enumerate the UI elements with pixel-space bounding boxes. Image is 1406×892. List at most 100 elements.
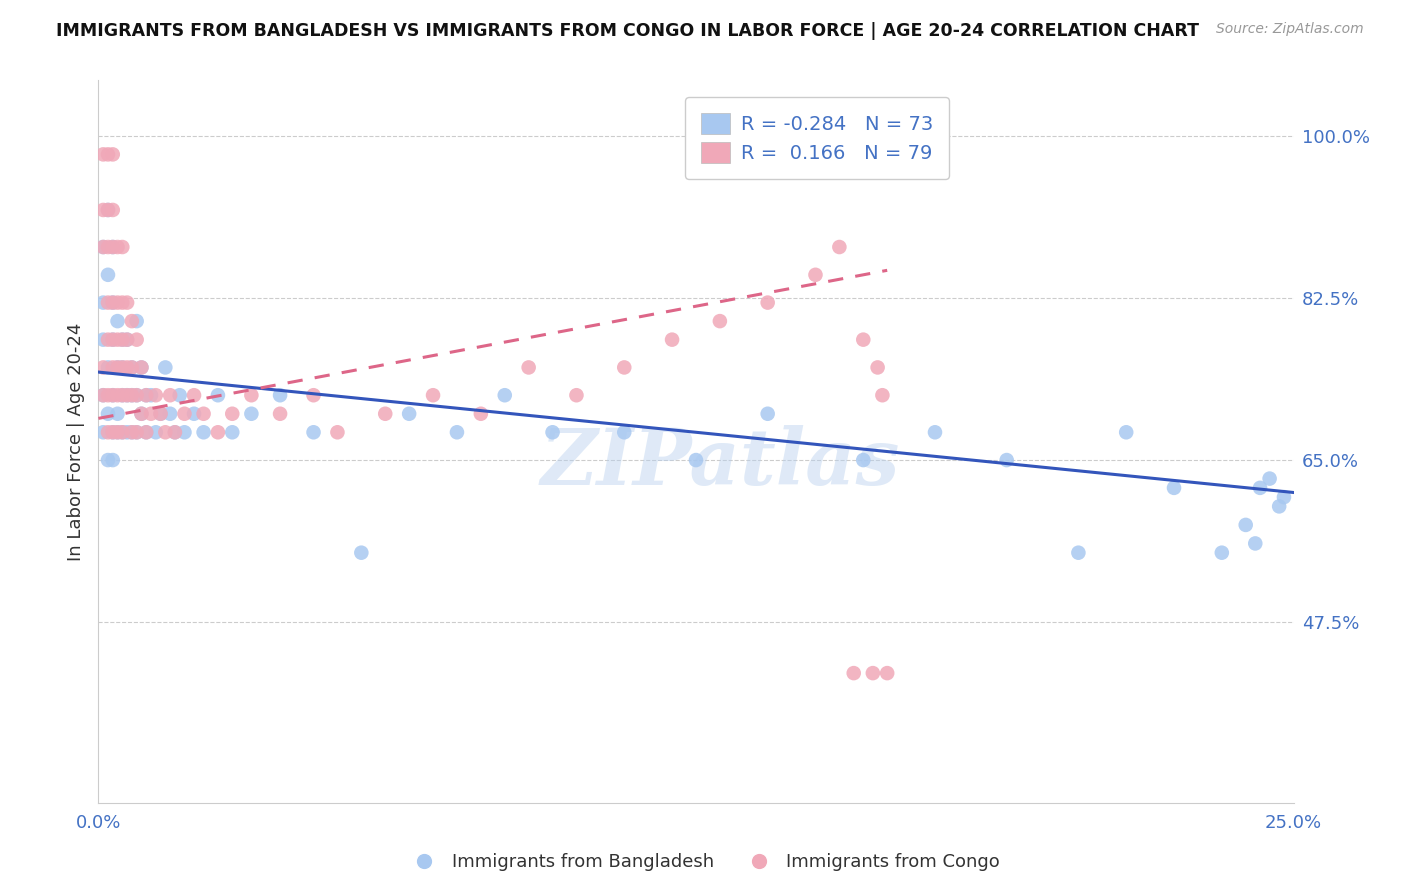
- Y-axis label: In Labor Force | Age 20-24: In Labor Force | Age 20-24: [66, 322, 84, 561]
- Point: [115, 333, 138, 347]
- Point: [828, 240, 851, 254]
- Point: [111, 425, 134, 440]
- Point: [97, 333, 120, 347]
- Point: [139, 388, 162, 402]
- Point: [125, 388, 148, 402]
- Point: [470, 407, 492, 421]
- Point: [494, 388, 516, 402]
- Point: [91, 240, 114, 254]
- Point: [374, 407, 396, 421]
- Point: [1244, 536, 1267, 550]
- Point: [91, 240, 114, 254]
- Point: [207, 425, 229, 440]
- Point: [193, 425, 215, 440]
- Point: [97, 295, 120, 310]
- Point: [111, 295, 134, 310]
- Point: [135, 425, 157, 440]
- Point: [107, 295, 129, 310]
- Point: [101, 202, 124, 217]
- Point: [866, 360, 889, 375]
- Point: [115, 333, 138, 347]
- Point: [159, 407, 181, 421]
- Point: [163, 425, 186, 440]
- Point: [121, 360, 143, 375]
- Point: [97, 425, 120, 440]
- Point: [1249, 481, 1271, 495]
- Point: [91, 360, 114, 375]
- Point: [97, 240, 120, 254]
- Point: [135, 388, 157, 402]
- Point: [193, 407, 215, 421]
- Point: [804, 268, 827, 282]
- Point: [125, 425, 148, 440]
- Point: [107, 425, 129, 440]
- Text: ZIPatlas: ZIPatlas: [540, 425, 900, 501]
- Point: [101, 240, 124, 254]
- Point: [111, 360, 134, 375]
- Point: [131, 360, 153, 375]
- Point: [115, 388, 138, 402]
- Point: [302, 425, 325, 440]
- Text: Source: ZipAtlas.com: Source: ZipAtlas.com: [1216, 22, 1364, 37]
- Point: [145, 388, 167, 402]
- Point: [1272, 490, 1295, 504]
- Point: [183, 407, 205, 421]
- Point: [91, 425, 114, 440]
- Point: [97, 388, 120, 402]
- Point: [173, 407, 195, 421]
- Point: [101, 295, 124, 310]
- Point: [169, 388, 191, 402]
- Point: [852, 333, 875, 347]
- Point: [91, 388, 114, 402]
- Point: [125, 388, 148, 402]
- Point: [269, 388, 291, 402]
- Point: [91, 202, 114, 217]
- Point: [91, 333, 114, 347]
- Point: [1268, 500, 1291, 514]
- Point: [1211, 546, 1233, 560]
- Point: [125, 333, 148, 347]
- Point: [101, 388, 124, 402]
- Point: [924, 425, 946, 440]
- Point: [101, 388, 124, 402]
- Point: [145, 425, 167, 440]
- Point: [121, 314, 143, 328]
- Point: [107, 360, 129, 375]
- Point: [111, 333, 134, 347]
- Point: [125, 314, 148, 328]
- Text: IMMIGRANTS FROM BANGLADESH VS IMMIGRANTS FROM CONGO IN LABOR FORCE | AGE 20-24 C: IMMIGRANTS FROM BANGLADESH VS IMMIGRANTS…: [56, 22, 1199, 40]
- Point: [121, 425, 143, 440]
- Point: [876, 666, 898, 681]
- Point: [131, 360, 153, 375]
- Point: [207, 388, 229, 402]
- Point: [91, 388, 114, 402]
- Point: [149, 407, 172, 421]
- Point: [541, 425, 564, 440]
- Point: [842, 666, 865, 681]
- Point: [115, 388, 138, 402]
- Point: [111, 388, 134, 402]
- Point: [101, 333, 124, 347]
- Point: [91, 295, 114, 310]
- Point: [872, 388, 894, 402]
- Point: [111, 360, 134, 375]
- Point: [131, 407, 153, 421]
- Point: [709, 314, 731, 328]
- Point: [97, 360, 120, 375]
- Point: [139, 407, 162, 421]
- Point: [107, 314, 129, 328]
- Point: [101, 425, 124, 440]
- Point: [97, 268, 120, 282]
- Point: [995, 453, 1018, 467]
- Point: [852, 453, 875, 467]
- Point: [240, 388, 263, 402]
- Point: [101, 333, 124, 347]
- Point: [163, 425, 186, 440]
- Point: [756, 295, 779, 310]
- Point: [685, 453, 707, 467]
- Point: [115, 425, 138, 440]
- Point: [1163, 481, 1185, 495]
- Point: [111, 388, 134, 402]
- Point: [446, 425, 468, 440]
- Point: [1067, 546, 1090, 560]
